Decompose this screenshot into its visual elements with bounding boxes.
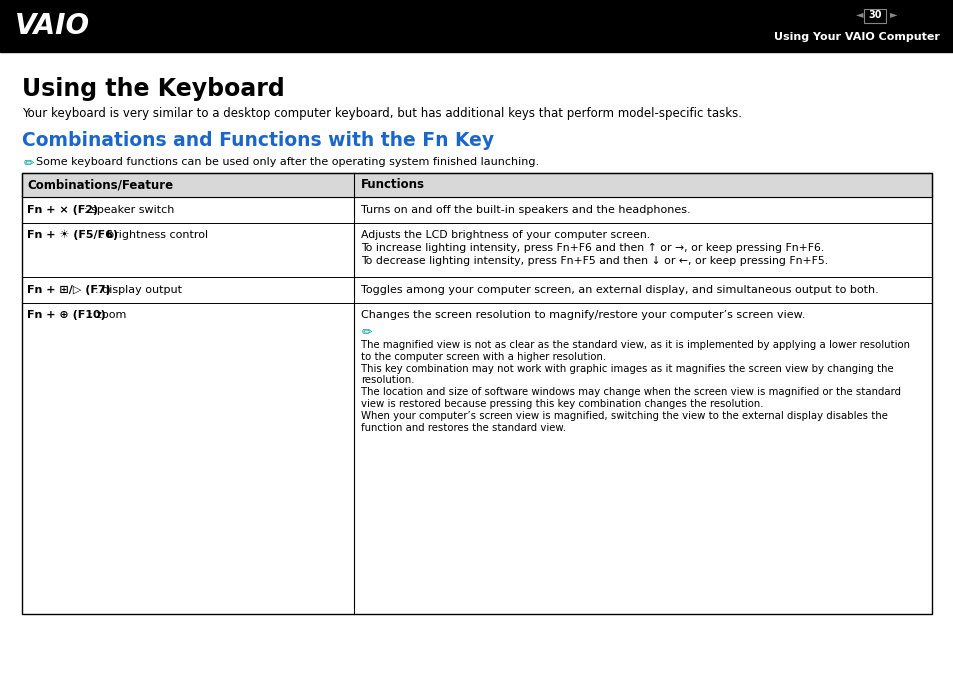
Text: ►: ► [889, 9, 897, 20]
Text: When your computer’s screen view is magnified, switching the view to the externa: When your computer’s screen view is magn… [361, 410, 887, 421]
Text: This key combination may not work with graphic images as it magnifies the screen: This key combination may not work with g… [361, 363, 893, 373]
Text: : speaker switch: : speaker switch [84, 205, 174, 215]
Text: : brightness control: : brightness control [100, 230, 208, 240]
Bar [22, 173, 931, 614]
Text: Your keyboard is very similar to a desktop computer keyboard, but has additional: Your keyboard is very similar to a deskt… [22, 107, 741, 120]
Text: function and restores the standard view.: function and restores the standard view. [361, 423, 565, 433]
Bar [0, 0, 953, 52]
Text: Functions: Functions [361, 179, 425, 191]
Text: Combinations and Functions with the Fn Key: Combinations and Functions with the Fn K… [22, 131, 494, 150]
Text: to the computer screen with a higher resolution.: to the computer screen with a higher res… [361, 352, 606, 362]
Text: Using the Keyboard: Using the Keyboard [22, 77, 284, 101]
Text: Fn + ⊕ (F10): Fn + ⊕ (F10) [27, 310, 106, 320]
Text: ✏: ✏ [24, 157, 34, 170]
Text: Adjusts the LCD brightness of your computer screen.: Adjusts the LCD brightness of your compu… [361, 230, 650, 240]
Text: The location and size of software windows may change when the screen view is mag: The location and size of software window… [361, 387, 901, 397]
Text: resolution.: resolution. [361, 375, 415, 386]
Text: 30: 30 [867, 9, 881, 20]
Text: : zoom: : zoom [90, 310, 127, 320]
Text: Fn + × (F2): Fn + × (F2) [27, 205, 98, 215]
Text: ✏: ✏ [361, 326, 372, 339]
Text: Changes the screen resolution to magnify/restore your computer’s screen view.: Changes the screen resolution to magnify… [361, 310, 804, 320]
Text: To increase lighting intensity, press Fn+F6 and then ↑ or →, or keep pressing Fn: To increase lighting intensity, press Fn… [361, 243, 823, 253]
Text: : display output: : display output [94, 285, 181, 295]
Text: Fn + ☀ (F5/F6): Fn + ☀ (F5/F6) [27, 230, 118, 240]
Text: Some keyboard functions can be used only after the operating system finished lau: Some keyboard functions can be used only… [36, 157, 538, 167]
Bar [22, 173, 931, 197]
Text: VAIO: VAIO [15, 12, 90, 40]
Bar [863, 9, 885, 24]
Text: Combinations/Feature: Combinations/Feature [27, 179, 172, 191]
Text: ◄: ◄ [855, 9, 862, 20]
Text: Using Your VAIO Computer: Using Your VAIO Computer [773, 32, 939, 42]
Text: Toggles among your computer screen, an external display, and simultaneous output: Toggles among your computer screen, an e… [361, 285, 878, 295]
Text: To decrease lighting intensity, press Fn+F5 and then ↓ or ←, or keep pressing Fn: To decrease lighting intensity, press Fn… [361, 256, 827, 266]
Text: Fn + ⊞/▷ (F7): Fn + ⊞/▷ (F7) [27, 285, 111, 295]
Text: view is restored because pressing this key combination changes the resolution.: view is restored because pressing this k… [361, 399, 762, 409]
Bar [22, 173, 931, 197]
Text: Turns on and off the built-in speakers and the headphones.: Turns on and off the built-in speakers a… [361, 205, 690, 215]
Text: The magnified view is not as clear as the standard view, as it is implemented by: The magnified view is not as clear as th… [361, 340, 909, 350]
